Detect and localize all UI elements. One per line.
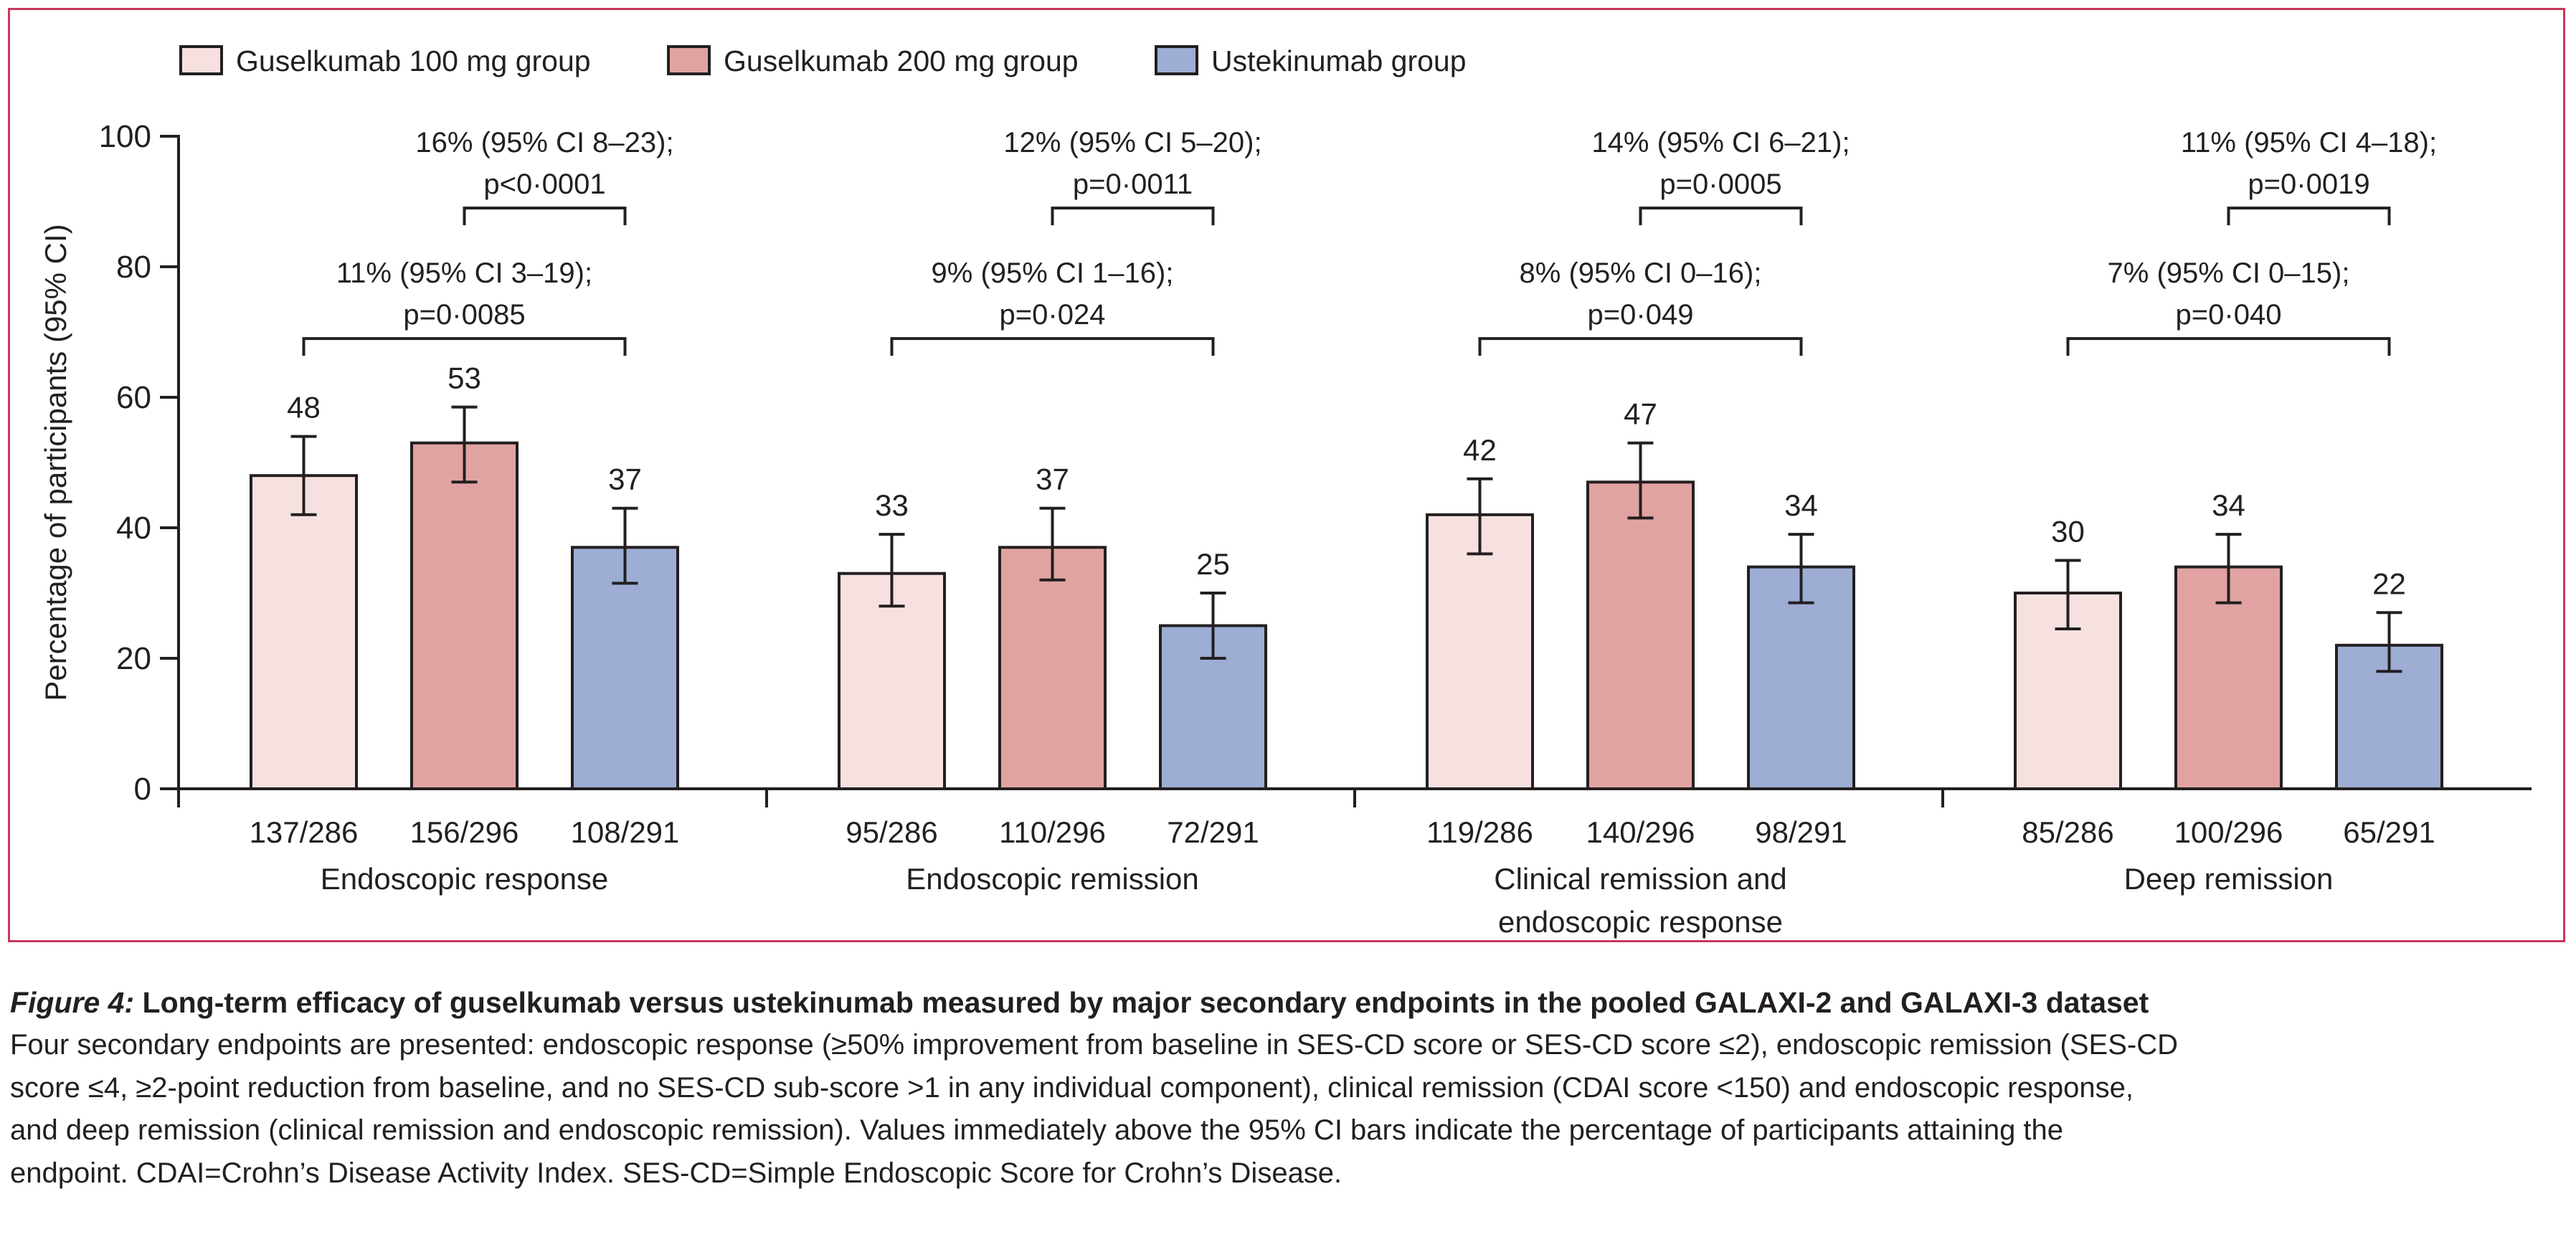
bar [571, 546, 679, 790]
comparison-label: p=0·0011 [1073, 169, 1193, 200]
value-label: 22 [2372, 567, 2406, 600]
comparison-label: p<0·0001 [483, 169, 605, 200]
figure-caption: Figure 4: Long-term efficacy of guselkum… [10, 981, 2570, 1195]
value-label: 25 [1196, 547, 1230, 581]
bar [998, 546, 1107, 790]
legend-label: Ustekinumab group [1211, 44, 1467, 77]
bar [1426, 513, 1534, 790]
legend-swatch [667, 45, 711, 75]
comparison-label: p=0·040 [2176, 299, 2282, 331]
comparison-label: p=0·0019 [2248, 169, 2369, 200]
comparison-bracket [2066, 337, 2391, 356]
count-label: 108/291 [571, 815, 680, 849]
comparison-label: 9% (95% CI 1–16); [932, 257, 1174, 289]
y-tick-label: 0 [134, 772, 151, 807]
category-label: Deep remission [2124, 862, 2334, 896]
value-label: 47 [1624, 397, 1657, 431]
value-label: 37 [1036, 463, 1069, 496]
comparison-label: 7% (95% CI 0–15); [2108, 257, 2350, 289]
figure-label: Figure 4: [10, 986, 135, 1019]
bar [410, 441, 518, 790]
figure-frame [8, 8, 2565, 942]
count-label: 95/286 [846, 815, 937, 849]
count-label: 72/291 [1167, 815, 1259, 849]
comparison-bracket [1478, 337, 1803, 356]
caption-line: endpoint. CDAI=Crohn’s Disease Activity … [10, 1157, 1343, 1189]
comparison-label: 12% (95% CI 5–20); [1003, 127, 1261, 158]
legend-swatch [1155, 45, 1198, 75]
value-label: 33 [875, 488, 909, 522]
comparison-bracket [890, 337, 1215, 356]
comparison-bracket [2227, 207, 2391, 226]
comparison-label: 11% (95% CI 3–19); [336, 257, 592, 289]
comparison-label: p=0·0005 [1659, 169, 1781, 200]
comparison-label: p=0·0085 [403, 299, 525, 331]
y-tick-label: 80 [116, 250, 151, 285]
legend-label: Guselkumab 200 mg group [724, 44, 1079, 77]
bar-chart: Guselkumab 100 mg group Guselkumab 200 mg… [39, 44, 2532, 939]
comparison-label: 8% (95% CI 0–16); [1520, 257, 1762, 289]
count-label: 119/286 [1426, 815, 1533, 849]
value-label: 37 [608, 463, 642, 496]
y-tick-label: 20 [116, 641, 151, 676]
comparison-bracket [1051, 207, 1215, 226]
comparison-bracket [302, 337, 627, 356]
value-label: 34 [2212, 488, 2245, 522]
legend-swatch [179, 45, 223, 75]
legend-label: Guselkumab 100 mg group [236, 44, 591, 77]
comparison-label: 16% (95% CI 8–23); [415, 127, 673, 158]
caption-title-line: Figure 4: Long-term efficacy of guselkum… [10, 981, 2570, 1024]
y-axis-label: Percentage of participants (95% CI) [39, 224, 72, 701]
value-label: 53 [448, 361, 481, 395]
comparison-label: 11% (95% CI 4–18); [2181, 127, 2437, 158]
caption-line: and deep remission (clinical remission a… [10, 1114, 2064, 1146]
category-label: Clinical remission and [1494, 862, 1787, 896]
value-label: 30 [2051, 515, 2085, 549]
comparison-label: p=0·049 [1588, 299, 1694, 331]
category-label: Endoscopic remission [906, 862, 1199, 896]
comparison-bracket [1639, 207, 1803, 226]
value-label: 42 [1463, 433, 1497, 467]
bar [2014, 592, 2122, 790]
bar [250, 474, 358, 790]
caption-line: Four secondary endpoints are presented: … [10, 1029, 2179, 1061]
y-tick-label: 60 [116, 380, 151, 415]
comparison-label: 14% (95% CI 6–21); [1591, 127, 1850, 158]
value-label: 34 [1784, 488, 1818, 522]
y-tick-label: 100 [99, 119, 151, 154]
y-tick-label: 40 [116, 511, 151, 546]
category-label: Endoscopic response [321, 862, 609, 896]
count-label: 65/291 [2343, 815, 2435, 849]
count-label: 85/286 [2022, 815, 2113, 849]
comparison-bracket [463, 207, 627, 226]
count-label: 98/291 [1755, 815, 1847, 849]
count-label: 156/296 [410, 815, 519, 849]
caption-line: score ≤4, ≥2-point reduction from baseli… [10, 1071, 2134, 1104]
count-label: 110/296 [999, 815, 1106, 849]
count-label: 100/296 [2174, 815, 2283, 849]
caption-title: Long-term efficacy of guselkumab versus … [142, 986, 2149, 1019]
comparison-label: p=0·024 [1000, 299, 1106, 331]
bar [838, 572, 946, 790]
category-label: endoscopic response [1498, 905, 1783, 939]
bar [1586, 480, 1695, 790]
count-label: 137/286 [250, 815, 359, 849]
count-label: 140/296 [1586, 815, 1695, 849]
value-label: 48 [287, 391, 321, 425]
